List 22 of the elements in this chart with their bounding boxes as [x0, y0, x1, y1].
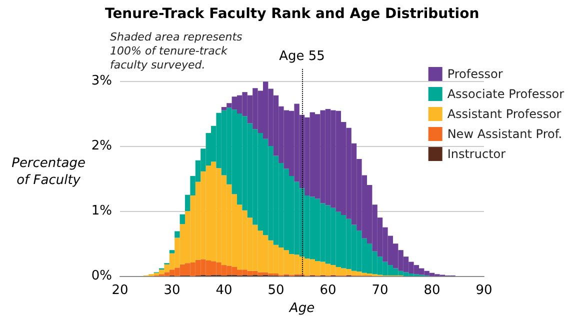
x-tick-label: 30 [164, 283, 180, 298]
legend-label: Instructor [447, 147, 506, 161]
legend-label: New Assistant Prof. [447, 127, 562, 141]
x-tick-label: 90 [476, 283, 492, 298]
y-tick-label: 3% [91, 74, 112, 89]
y-tick-label: 1% [91, 204, 112, 219]
legend-label: Professor [447, 67, 503, 81]
x-tick-label: 50 [268, 283, 284, 298]
legend-label: Assistant Professor [447, 107, 562, 121]
y-tick-label: 2% [91, 138, 112, 154]
legend-label: Associate Professor [447, 87, 564, 101]
y-axis-title: Percentage of Faculty [12, 156, 86, 188]
x-tick-label: 60 [320, 283, 336, 298]
x-tick-label: 40 [216, 283, 232, 298]
y-tick-label: 0% [91, 268, 112, 284]
ref-line-label: Age 55 [279, 49, 325, 64]
x-tick-label: 20 [112, 283, 128, 298]
annotation: Shaded area represents 100% of tenure-track faculty surveyed. [110, 30, 243, 72]
x-tick-label: 70 [372, 283, 388, 298]
x-tick-label: 80 [424, 283, 440, 298]
chart-title: Tenure-Track Faculty Rank and Age Distribution [105, 6, 480, 22]
x-axis-title: Age [288, 301, 315, 316]
